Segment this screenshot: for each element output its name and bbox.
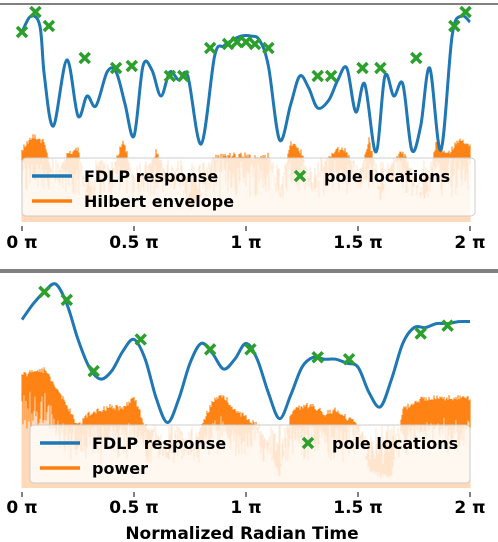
pole-marker (125, 59, 138, 73)
pole-marker (239, 35, 253, 49)
x-tick-label: 0 π (6, 233, 37, 253)
pole-marker (38, 285, 51, 299)
top-chart: FDLP response Hilbert envelope pole locati… (0, 3, 498, 253)
pole-marker (60, 293, 74, 307)
legend: FDLP response power pole locations (29, 424, 471, 484)
pole-marker (29, 5, 42, 19)
pole-marker (163, 69, 177, 83)
legend: FDLP response Hilbert envelope pole locati… (21, 157, 476, 217)
pole-marker (203, 343, 217, 356)
pole-marker (324, 69, 338, 83)
pole-marker (177, 69, 190, 83)
x-tick-label: 2 π (454, 498, 485, 518)
x-tick-label: 1.5 π (333, 233, 382, 253)
x-tick-label: 2 π (454, 233, 485, 253)
x-tick-label: 0.5 π (109, 233, 158, 253)
bottom-chart: FDLP response power pole locations 0 π 0.5 π… (0, 269, 498, 518)
legend-label: pole locations (324, 167, 450, 186)
legend-box (29, 424, 471, 484)
pole-marker (42, 19, 56, 33)
pole-marker (342, 353, 356, 366)
legend-label: pole locations (332, 434, 458, 453)
pole-marker (414, 327, 427, 340)
pole-marker (221, 37, 235, 51)
legend-swatch-marker (301, 436, 315, 450)
pole-marker (262, 41, 275, 55)
pole-marker (244, 343, 257, 356)
pole-marker (410, 51, 423, 65)
legend-label: FDLP response (92, 434, 226, 453)
pole-marker (459, 5, 472, 19)
legend-label: Hilbert envelope (84, 192, 234, 211)
x-tick-label: 1 π (230, 233, 261, 253)
legend-label: power (92, 459, 148, 478)
pole-marker (78, 51, 91, 65)
pole-marker (15, 25, 29, 39)
legend-swatch-marker (293, 169, 307, 183)
pole-marker (448, 19, 461, 33)
pole-marker (311, 351, 324, 364)
x-tick-label: 1 π (230, 498, 261, 518)
pole-marker (87, 364, 100, 378)
pole-marker (374, 61, 387, 75)
fdlp-response-line (20, 282, 471, 425)
x-axis-label: Normalized Radian Time (125, 524, 358, 542)
pole-marker (441, 319, 454, 332)
x-tick-label: 0 π (6, 498, 37, 518)
x-tick-label: 1.5 π (333, 498, 382, 518)
legend-label: FDLP response (84, 167, 218, 186)
pole-marker (203, 41, 217, 55)
fdlp-response-line (20, 14, 472, 154)
pole-marker (248, 37, 262, 51)
pole-marker (311, 69, 324, 83)
pole-marker (109, 61, 123, 75)
legend-box (21, 157, 476, 217)
pole-marker (134, 333, 147, 346)
x-tick-label: 0.5 π (109, 498, 158, 518)
pole-marker (356, 61, 369, 75)
